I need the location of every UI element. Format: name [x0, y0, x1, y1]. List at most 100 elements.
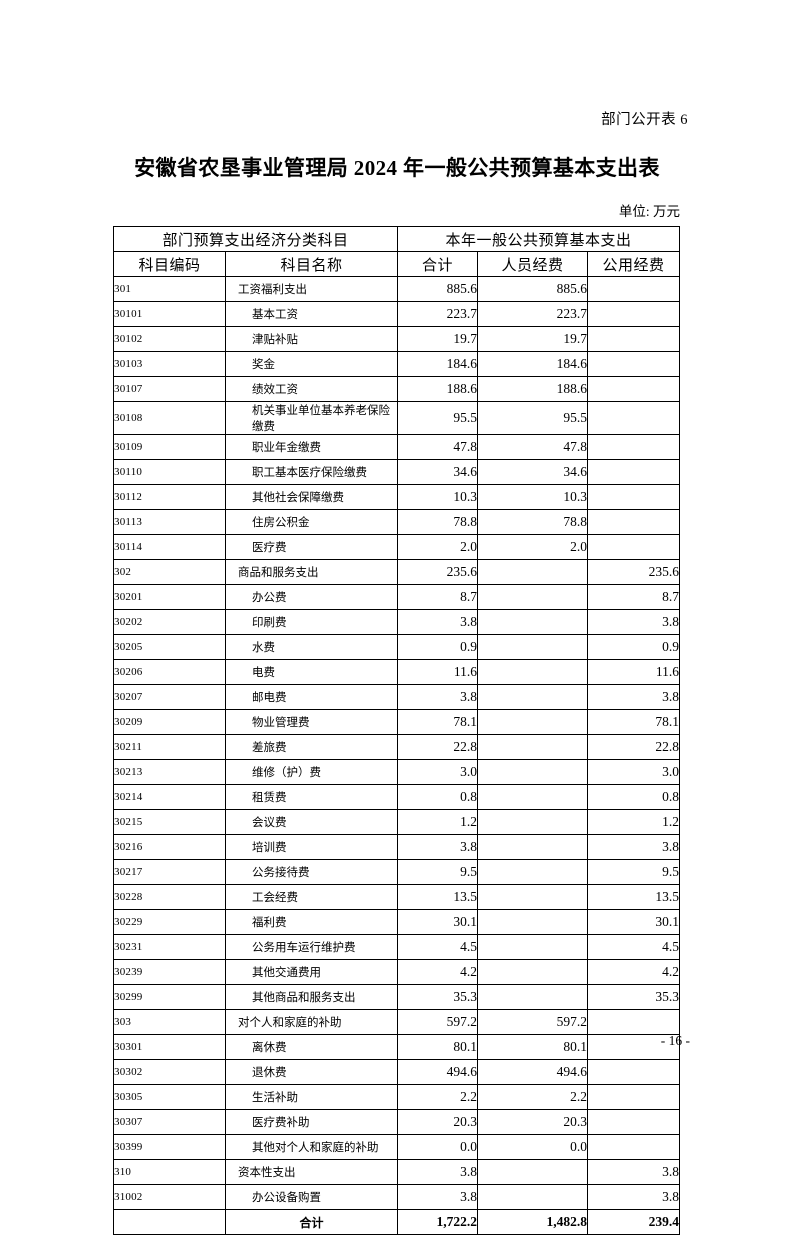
- table-row: 30102 津贴补贴 19.7 19.7: [113, 326, 681, 352]
- unit-note: 单位: 万元: [618, 204, 680, 219]
- total-row-total: 1,722.2: [397, 1209, 479, 1235]
- cell-subject-code: 30112: [113, 484, 226, 510]
- table-total-row: 合计 1,722.2 1,482.8 239.4: [113, 1209, 681, 1235]
- cell-staff-expense: 80.1: [477, 1034, 589, 1060]
- cell-public-expense: [587, 434, 681, 460]
- cell-subject-name: 医疗费补助: [224, 1109, 399, 1135]
- cell-staff-expense: [477, 684, 589, 710]
- cell-subject-name: 办公设备购置: [224, 1184, 399, 1210]
- cell-subject-code: 30114: [113, 534, 226, 560]
- cell-public-expense: [587, 459, 681, 485]
- cell-subject-code: 30109: [113, 434, 226, 460]
- cell-public-expense: 3.8: [587, 1184, 681, 1210]
- cell-public-expense: [587, 401, 681, 435]
- cell-staff-expense: [477, 1159, 589, 1185]
- cell-total: 3.8: [397, 1184, 479, 1210]
- cell-staff-expense: 597.2: [477, 1009, 589, 1035]
- cell-subject-name: 对个人和家庭的补助: [224, 1009, 399, 1035]
- cell-staff-expense: 47.8: [477, 434, 589, 460]
- cell-public-expense: 8.7: [587, 584, 681, 610]
- cell-public-expense: [587, 326, 681, 352]
- table-row: 30209 物业管理费 78.1 78.1: [113, 709, 681, 735]
- cell-total: 47.8: [397, 434, 479, 460]
- table-row: 30239 其他交通费用 4.2 4.2: [113, 959, 681, 985]
- cell-staff-expense: [477, 959, 589, 985]
- budget-table-container: 部门预算支出经济分类科目 本年一般公共预算基本支出 科目编码 科目名称 合计 人…: [112, 226, 681, 1235]
- total-row-staff: 1,482.8: [477, 1209, 589, 1235]
- cell-total: 95.5: [397, 401, 479, 435]
- cell-subject-code: 30214: [113, 784, 226, 810]
- cell-staff-expense: 78.8: [477, 509, 589, 535]
- cell-subject-code: 301: [113, 276, 226, 302]
- cell-subject-name: 其他交通费用: [224, 959, 399, 985]
- total-row-public: 239.4: [587, 1209, 681, 1235]
- cell-total: 34.6: [397, 459, 479, 485]
- cell-subject-code: 30213: [113, 759, 226, 785]
- table-row: 301 工资福利支出 885.6 885.6: [113, 276, 681, 302]
- table-row: 30101 基本工资 223.7 223.7: [113, 301, 681, 327]
- cell-subject-name: 租赁费: [224, 784, 399, 810]
- table-column-header-row: 科目编码 科目名称 合计 人员经费 公用经费: [113, 251, 681, 277]
- cell-staff-expense: [477, 759, 589, 785]
- cell-subject-code: 30209: [113, 709, 226, 735]
- cell-total: 8.7: [397, 584, 479, 610]
- cell-staff-expense: [477, 884, 589, 910]
- cell-total: 2.0: [397, 534, 479, 560]
- cell-subject-name: 生活补助: [224, 1084, 399, 1110]
- table-row: 30305 生活补助 2.2 2.2: [113, 1084, 681, 1110]
- cell-subject-name: 会议费: [224, 809, 399, 835]
- cell-public-expense: [587, 1134, 681, 1160]
- cell-public-expense: 4.5: [587, 934, 681, 960]
- cell-staff-expense: 188.6: [477, 376, 589, 402]
- cell-subject-name: 物业管理费: [224, 709, 399, 735]
- cell-total: 1.2: [397, 809, 479, 835]
- cell-public-expense: 78.1: [587, 709, 681, 735]
- cell-public-expense: 0.9: [587, 634, 681, 660]
- cell-total: 3.8: [397, 834, 479, 860]
- cell-subject-code: 30301: [113, 1034, 226, 1060]
- cell-total: 80.1: [397, 1034, 479, 1060]
- cell-subject-name: 邮电费: [224, 684, 399, 710]
- cell-staff-expense: 95.5: [477, 401, 589, 435]
- cell-staff-expense: [477, 984, 589, 1010]
- table-row: 30207 邮电费 3.8 3.8: [113, 684, 681, 710]
- cell-staff-expense: 223.7: [477, 301, 589, 327]
- cell-staff-expense: 494.6: [477, 1059, 589, 1085]
- cell-subject-code: 30102: [113, 326, 226, 352]
- table-row: 30103 奖金 184.6 184.6: [113, 351, 681, 377]
- cell-subject-code: 30229: [113, 909, 226, 935]
- cell-subject-code: 30216: [113, 834, 226, 860]
- cell-subject-name: 办公费: [224, 584, 399, 610]
- cell-subject-code: 30202: [113, 609, 226, 635]
- cell-subject-name: 退休费: [224, 1059, 399, 1085]
- cell-total: 494.6: [397, 1059, 479, 1085]
- table-row: 30231 公务用车运行维护费 4.5 4.5: [113, 934, 681, 960]
- cell-total: 78.1: [397, 709, 479, 735]
- cell-total: 22.8: [397, 734, 479, 760]
- cell-total: 30.1: [397, 909, 479, 935]
- table-row: 303 对个人和家庭的补助 597.2 597.2: [113, 1009, 681, 1035]
- cell-total: 188.6: [397, 376, 479, 402]
- cell-public-expense: [587, 509, 681, 535]
- column-header-code: 科目编码: [113, 251, 226, 277]
- cell-subject-name: 职业年金缴费: [224, 434, 399, 460]
- table-row: 30211 差旅费 22.8 22.8: [113, 734, 681, 760]
- cell-subject-code: 31002: [113, 1184, 226, 1210]
- cell-total: 19.7: [397, 326, 479, 352]
- cell-staff-expense: [477, 709, 589, 735]
- column-header-name: 科目名称: [224, 251, 399, 277]
- cell-staff-expense: [477, 834, 589, 860]
- table-row: 30214 租赁费 0.8 0.8: [113, 784, 681, 810]
- table-group-header-row: 部门预算支出经济分类科目 本年一般公共预算基本支出: [112, 226, 681, 252]
- cell-staff-expense: [477, 659, 589, 685]
- group-header-right: 本年一般公共预算基本支出: [397, 226, 681, 252]
- table-row: 30213 维修（护）费 3.0 3.0: [113, 759, 681, 785]
- cell-subject-code: 30399: [113, 1134, 226, 1160]
- table-body: 301 工资福利支出 885.6 885.6 30101 基本工资 223.7 223.7 30…: [113, 276, 681, 1235]
- cell-subject-code: 303: [113, 1009, 226, 1035]
- cell-total: 3.0: [397, 759, 479, 785]
- cell-public-expense: 3.8: [587, 609, 681, 635]
- cell-subject-code: 30206: [113, 659, 226, 685]
- cell-public-expense: [587, 534, 681, 560]
- cell-staff-expense: [477, 909, 589, 935]
